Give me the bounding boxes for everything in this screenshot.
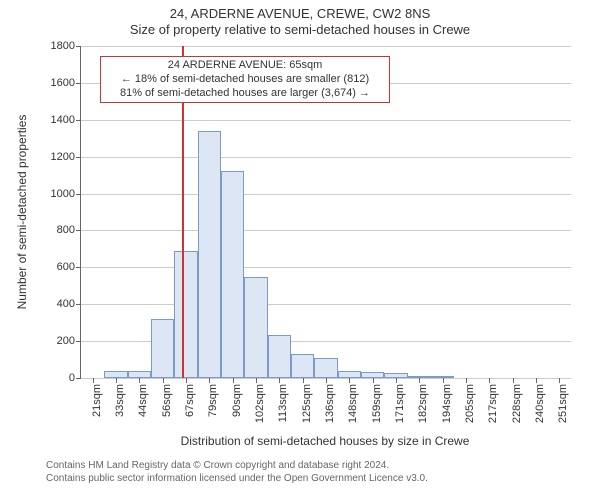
ytick-label: 200 — [57, 335, 75, 347]
gridline — [81, 157, 571, 158]
caption: Contains HM Land Registry data © Crown c… — [0, 460, 600, 485]
caption-line-2: Contains public sector information licen… — [46, 473, 580, 486]
title-main: 24, ARDERNE AVENUE, CREWE, CW2 8NS — [0, 6, 600, 22]
xtick-label: 125sqm — [301, 384, 313, 423]
ytick-mark — [76, 304, 81, 305]
histogram-bar — [221, 171, 244, 378]
xtick-label: 251sqm — [557, 384, 569, 423]
gridline — [81, 194, 571, 195]
xtick-label: 217sqm — [487, 384, 499, 423]
histogram-bar — [151, 319, 174, 378]
xtick-label: 228sqm — [511, 384, 523, 423]
xtick-label: 21sqm — [91, 384, 103, 417]
xtick-label: 33sqm — [114, 384, 126, 417]
xtick-mark — [396, 378, 397, 383]
xtick-mark — [443, 378, 444, 383]
annotation-box: 24 ARDERNE AVENUE: 65sqm ← 18% of semi-d… — [100, 56, 390, 103]
ytick-label: 1200 — [51, 151, 75, 163]
xtick-label: 205sqm — [464, 384, 476, 423]
gridline — [81, 304, 571, 305]
ytick-label: 800 — [57, 224, 75, 236]
histogram-bar — [104, 371, 127, 378]
xtick-mark — [489, 378, 490, 383]
xtick-label: 148sqm — [347, 384, 359, 423]
xtick-mark — [326, 378, 327, 383]
histogram-bar — [128, 371, 151, 378]
caption-line-1: Contains HM Land Registry data © Crown c… — [46, 460, 580, 473]
ytick-mark — [76, 120, 81, 121]
xtick-mark — [466, 378, 467, 383]
xtick-mark — [513, 378, 514, 383]
xtick-label: 44sqm — [137, 384, 149, 417]
xtick-mark — [93, 378, 94, 383]
annotation-line-1: 24 ARDERNE AVENUE: 65sqm — [107, 59, 383, 73]
ytick-mark — [76, 267, 81, 268]
gridline — [81, 267, 571, 268]
xtick-label: 194sqm — [441, 384, 453, 423]
xtick-mark — [303, 378, 304, 383]
xtick-label: 159sqm — [371, 384, 383, 423]
xtick-mark — [116, 378, 117, 383]
ytick-mark — [76, 157, 81, 158]
xtick-label: 102sqm — [254, 384, 266, 423]
xtick-mark — [373, 378, 374, 383]
xtick-mark — [559, 378, 560, 383]
ytick-mark — [76, 46, 81, 47]
ytick-mark — [76, 341, 81, 342]
histogram-bar — [291, 354, 314, 378]
histogram-bar — [268, 335, 291, 378]
xtick-mark — [209, 378, 210, 383]
ytick-label: 1600 — [51, 77, 75, 89]
ytick-mark — [76, 230, 81, 231]
ytick-label: 1000 — [51, 188, 75, 200]
y-axis-label: Number of semi-detached properties — [15, 115, 29, 310]
gridline — [81, 46, 571, 47]
xtick-label: 79sqm — [207, 384, 219, 417]
xtick-mark — [279, 378, 280, 383]
ytick-mark — [76, 194, 81, 195]
ytick-mark — [76, 378, 81, 379]
xtick-label: 240sqm — [534, 384, 546, 423]
histogram-bar — [244, 277, 267, 378]
ytick-mark — [76, 83, 81, 84]
xtick-label: 182sqm — [417, 384, 429, 423]
ytick-label: 0 — [69, 372, 75, 384]
xtick-label: 56sqm — [161, 384, 173, 417]
xtick-label: 90sqm — [231, 384, 243, 417]
xtick-label: 113sqm — [277, 384, 289, 422]
ytick-label: 600 — [57, 261, 75, 273]
xtick-label: 67sqm — [184, 384, 196, 417]
ytick-label: 400 — [57, 298, 75, 310]
histogram-bar — [338, 371, 361, 378]
annotation-line-2: ← 18% of semi-detached houses are smalle… — [107, 73, 383, 87]
xtick-mark — [419, 378, 420, 383]
ytick-label: 1400 — [51, 114, 75, 126]
title-sub: Size of property relative to semi-detach… — [0, 22, 600, 38]
ytick-label: 1800 — [51, 40, 75, 52]
xtick-label: 136sqm — [324, 384, 336, 423]
xtick-mark — [186, 378, 187, 383]
xtick-mark — [349, 378, 350, 383]
gridline — [81, 230, 571, 231]
xtick-mark — [256, 378, 257, 383]
xtick-mark — [163, 378, 164, 383]
histogram-bar — [314, 358, 337, 378]
figure: 24, ARDERNE AVENUE, CREWE, CW2 8NS Size … — [0, 0, 600, 500]
histogram-bar — [198, 131, 221, 378]
xtick-label: 171sqm — [394, 384, 406, 423]
title-block: 24, ARDERNE AVENUE, CREWE, CW2 8NS Size … — [0, 6, 600, 39]
gridline — [81, 120, 571, 121]
xtick-mark — [139, 378, 140, 383]
x-axis-label: Distribution of semi-detached houses by … — [181, 434, 470, 448]
xtick-mark — [536, 378, 537, 383]
annotation-line-3: 81% of semi-detached houses are larger (… — [107, 87, 383, 101]
histogram-bar — [174, 251, 197, 378]
xtick-mark — [233, 378, 234, 383]
